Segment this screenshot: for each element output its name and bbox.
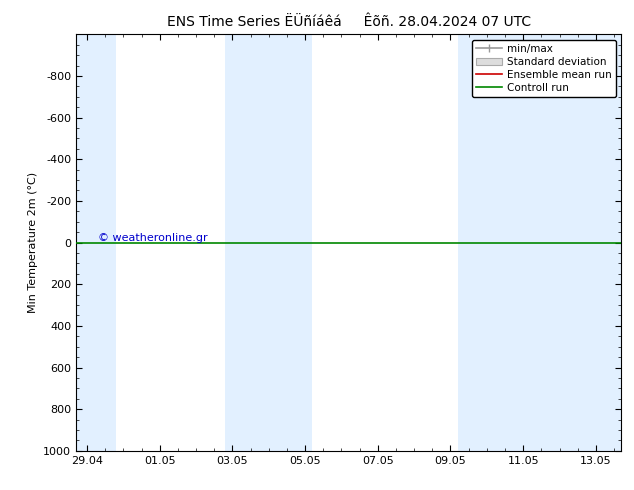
Legend: min/max, Standard deviation, Ensemble mean run, Controll run: min/max, Standard deviation, Ensemble me…	[472, 40, 616, 97]
Title: ENS Time Series ËÜñíáêá     Êõñ. 28.04.2024 07 UTC: ENS Time Series ËÜñíáêá Êõñ. 28.04.2024 …	[167, 15, 531, 29]
Text: © weatheronline.gr: © weatheronline.gr	[98, 233, 207, 243]
Bar	[458, 34, 621, 451]
Y-axis label: Min Temperature 2m (°C): Min Temperature 2m (°C)	[28, 172, 37, 313]
Bar	[76, 34, 116, 451]
Bar	[225, 34, 313, 451]
